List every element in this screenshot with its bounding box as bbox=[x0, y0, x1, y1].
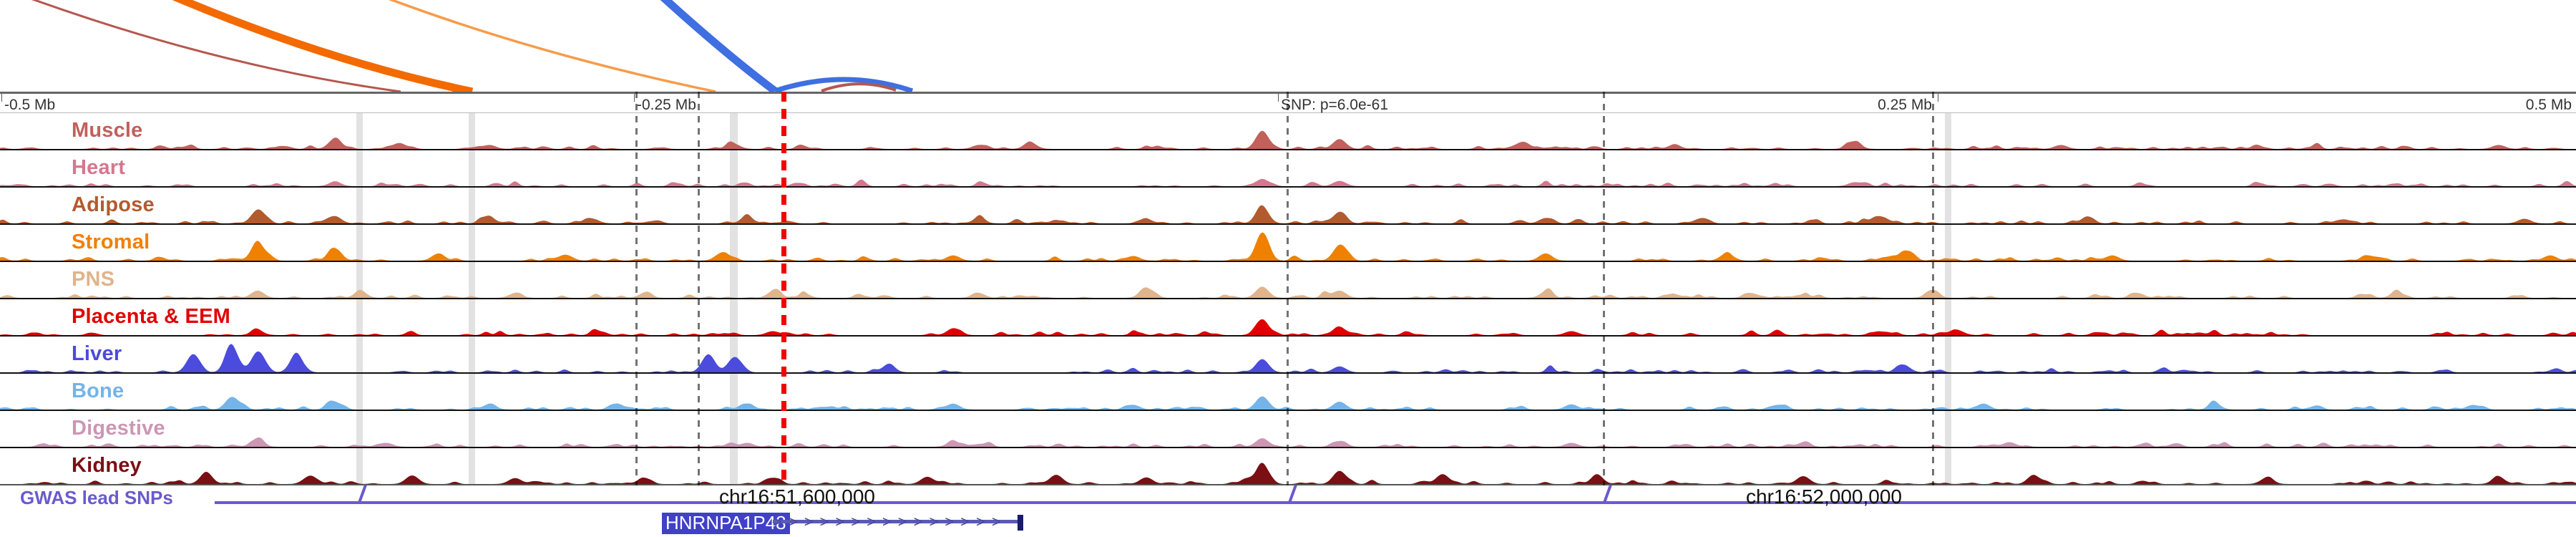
arc-muscle-small bbox=[821, 82, 897, 92]
signal-track[interactable]: Digestive bbox=[0, 411, 2576, 448]
signal-area bbox=[0, 344, 2576, 372]
arc-muscle bbox=[31, 0, 401, 92]
arc-liver-left bbox=[660, 0, 778, 92]
signal-track[interactable]: PNS bbox=[0, 262, 2576, 299]
signal-profile bbox=[0, 188, 2576, 223]
ruler-tick-label: SNP: p=6.0e-61 bbox=[1281, 97, 1389, 113]
signal-area bbox=[0, 232, 2576, 261]
signal-area bbox=[0, 463, 2576, 484]
gene-strand-arrows: >>>>>>>>>>>>>>> bbox=[773, 513, 1008, 531]
signal-track[interactable]: Placenta & EEM bbox=[0, 299, 2576, 337]
signal-profile bbox=[0, 448, 2576, 484]
signal-profile bbox=[0, 113, 2576, 149]
signal-profile bbox=[0, 374, 2576, 410]
genomic-coordinate-label: chr16:51,600,000 bbox=[719, 485, 875, 508]
ruler-tick-label: 0.25 Mb bbox=[1878, 97, 1932, 113]
signal-track[interactable]: Muscle bbox=[0, 113, 2576, 150]
signal-track[interactable]: Bone bbox=[0, 374, 2576, 411]
track-label-liver: Liver bbox=[72, 342, 122, 365]
arcs-svg bbox=[31, 0, 914, 92]
ruler-tick-label: -0.25 Mb bbox=[637, 97, 696, 113]
genomic-coordinate-label: chr16:52,000,000 bbox=[1746, 485, 1902, 508]
signal-track-stack: Muscle Heart Adipose Stromal PNS Placenta & E… bbox=[0, 113, 2576, 485]
signal-area bbox=[0, 396, 2576, 410]
signal-track[interactable]: Stromal bbox=[0, 225, 2576, 262]
gwas-axis-line bbox=[215, 501, 2576, 504]
track-label-pns: PNS bbox=[72, 267, 115, 291]
gene-body-line bbox=[773, 520, 1023, 523]
signal-profile bbox=[0, 299, 2576, 335]
gwas-track-label: GWAS lead SNPs bbox=[20, 487, 173, 508]
gwas-snp-tick[interactable] bbox=[1603, 484, 1612, 503]
ruler-tick bbox=[1278, 94, 1279, 102]
track-label-heart: Heart bbox=[72, 155, 126, 179]
signal-area bbox=[0, 286, 2576, 298]
signal-track[interactable]: Adipose bbox=[0, 188, 2576, 225]
track-label-stromal: Stromal bbox=[72, 230, 150, 253]
track-label-kidney: Kidney bbox=[72, 453, 142, 477]
gene-name-label[interactable]: HNRNPA1P48 bbox=[662, 513, 790, 534]
gwas-lead-snps-track[interactable]: GWAS lead SNPs chr16:51,600,000 chr16:52,… bbox=[0, 484, 2576, 511]
gwas-snp-tick[interactable] bbox=[358, 484, 367, 503]
interaction-arcs-panel bbox=[0, 0, 2576, 92]
ruler-tick bbox=[1, 94, 2, 102]
track-label-digestive: Digestive bbox=[72, 416, 165, 440]
signal-track[interactable]: Kidney bbox=[0, 448, 2576, 485]
signal-track[interactable]: Liver bbox=[0, 337, 2576, 374]
signal-profile bbox=[0, 225, 2576, 261]
ruler-tick bbox=[634, 94, 635, 102]
ruler-tick-label: 0.5 Mb bbox=[2525, 97, 2572, 113]
genomic-ruler[interactable]: -0.5 Mb -0.25 Mb SNP: p=6.0e-61 0.25 Mb 0.5 … bbox=[0, 92, 2576, 113]
signal-area bbox=[0, 178, 2576, 186]
track-label-placenta-eem: Placenta & EEM bbox=[72, 304, 230, 328]
signal-area bbox=[0, 319, 2576, 335]
signal-track[interactable]: Heart bbox=[0, 150, 2576, 188]
gene-exon-block bbox=[1018, 515, 1023, 531]
signal-profile bbox=[0, 337, 2576, 372]
track-label-bone: Bone bbox=[72, 379, 125, 402]
signal-profile bbox=[0, 262, 2576, 298]
signal-area bbox=[0, 205, 2576, 223]
ruler-tick-label: -0.5 Mb bbox=[4, 97, 56, 113]
signal-profile bbox=[0, 411, 2576, 447]
track-label-adipose: Adipose bbox=[72, 193, 155, 216]
signal-profile bbox=[0, 150, 2576, 186]
arc-stromal-light bbox=[388, 0, 716, 92]
arc-liver-small bbox=[774, 77, 914, 92]
track-label-muscle: Muscle bbox=[72, 118, 143, 142]
gwas-snp-tick[interactable] bbox=[1288, 484, 1297, 503]
gene-annotation-track[interactable]: HNRNPA1P48 >>>>>>>>>>>>>>> bbox=[0, 511, 2576, 537]
signal-area bbox=[0, 130, 2576, 149]
arc-stromal-strong bbox=[172, 0, 474, 92]
signal-area bbox=[0, 437, 2576, 447]
